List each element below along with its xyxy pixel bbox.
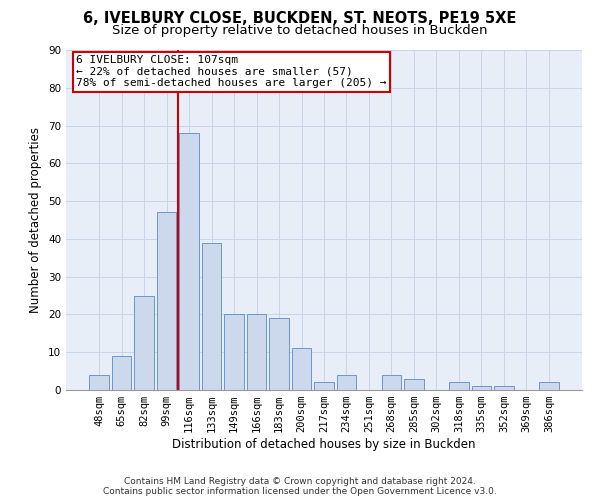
Bar xyxy=(112,356,131,390)
Bar xyxy=(494,386,514,390)
Text: 6 IVELBURY CLOSE: 107sqm
← 22% of detached houses are smaller (57)
78% of semi-d: 6 IVELBURY CLOSE: 107sqm ← 22% of detach… xyxy=(76,55,387,88)
Bar xyxy=(179,133,199,390)
Bar xyxy=(157,212,176,390)
Bar xyxy=(202,242,221,390)
Bar xyxy=(314,382,334,390)
Bar xyxy=(337,375,356,390)
Y-axis label: Number of detached properties: Number of detached properties xyxy=(29,127,43,313)
Bar xyxy=(539,382,559,390)
Bar xyxy=(472,386,491,390)
Bar xyxy=(404,378,424,390)
Bar xyxy=(292,348,311,390)
Bar xyxy=(449,382,469,390)
Bar xyxy=(224,314,244,390)
Bar xyxy=(269,318,289,390)
Text: Contains HM Land Registry data © Crown copyright and database right 2024.
Contai: Contains HM Land Registry data © Crown c… xyxy=(103,476,497,496)
Bar xyxy=(382,375,401,390)
Bar xyxy=(89,375,109,390)
X-axis label: Distribution of detached houses by size in Buckden: Distribution of detached houses by size … xyxy=(172,438,476,451)
Text: Size of property relative to detached houses in Buckden: Size of property relative to detached ho… xyxy=(112,24,488,37)
Bar xyxy=(247,314,266,390)
Text: 6, IVELBURY CLOSE, BUCKDEN, ST. NEOTS, PE19 5XE: 6, IVELBURY CLOSE, BUCKDEN, ST. NEOTS, P… xyxy=(83,11,517,26)
Bar xyxy=(134,296,154,390)
